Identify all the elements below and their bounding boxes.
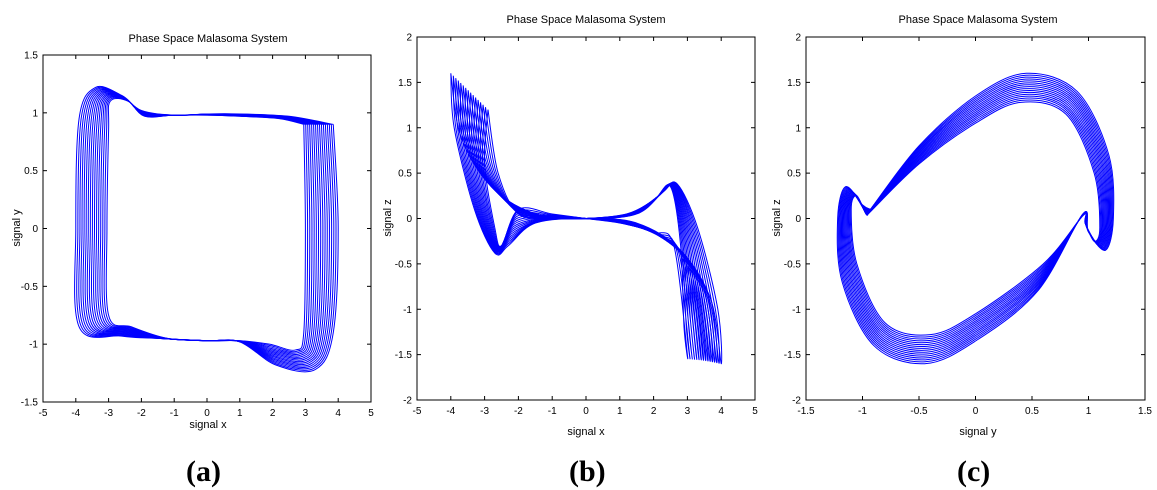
panel-c-xlabel: signal y xyxy=(959,426,997,438)
panel-c-ytick-label: -1.5 xyxy=(784,350,802,361)
panel-a-ytick-label: 0 xyxy=(32,224,38,235)
panel-c-ytick-label: 2 xyxy=(795,33,801,44)
panel-a-ytick-label: -1 xyxy=(29,340,38,351)
panel-b-ytick-label: -2 xyxy=(403,396,412,407)
panel-a-xtick-label: -3 xyxy=(104,408,113,419)
panel-b-ylabel: signal z xyxy=(382,199,394,236)
panel-a-title: Phase Space Malasoma System xyxy=(129,33,288,45)
panel-b-xtick-label: 3 xyxy=(685,406,691,417)
panel-b-ytick-label: 1.5 xyxy=(398,78,412,89)
panel-a-xlabel: signal x xyxy=(189,419,227,431)
panel-a-xtick-label: -1 xyxy=(170,408,179,419)
panel-c-plot-area: -1.5 -1 -0.5 0 0.5 1 1.5-2-1.5-1-0.500.511.52 xyxy=(784,33,1153,418)
panel-b-ytick-label: 0.5 xyxy=(398,169,412,180)
panel-b-trajectory xyxy=(450,73,723,365)
caption-c: (c) xyxy=(957,455,991,488)
panel-c-orbit-line xyxy=(836,72,1115,365)
panel-a-xtick-label: 4 xyxy=(335,408,341,419)
panel-b-plot-area: -5 -4 -3 -2 -1 0 1 2 3 4 5 -2 -1.5 -1 -0.5 0 0.5 1 1.5 2 xyxy=(395,33,758,418)
panel-c-ytick-label: 1.5 xyxy=(787,78,801,89)
panel-b-ytick-label: -1.5 xyxy=(395,350,413,361)
panel-a-ytick-label: 1 xyxy=(32,108,38,119)
panel-b-orbit-line xyxy=(450,73,723,365)
panel-a-ytick-label: -1.5 xyxy=(21,398,39,409)
panel-b-xtick-label: -5 xyxy=(413,406,422,417)
caption-b: (b) xyxy=(569,455,606,488)
panel-a-xtick-label: -4 xyxy=(71,408,80,419)
panel-c-xtick-label: -1.5 xyxy=(797,406,815,417)
panel-c-ytick-label: -2 xyxy=(792,396,801,407)
panel-a-orbit-line xyxy=(74,85,339,373)
panel-b-xtick-label: -4 xyxy=(446,406,455,417)
panel-b-xtick-label: 4 xyxy=(718,406,724,417)
panel-c-xtick-label: -1 xyxy=(858,406,867,417)
panel-a-ylabel: signal y xyxy=(11,209,23,247)
panel-c-xtick-label: 0 xyxy=(973,406,979,417)
panel-a-plot-area: -5 -4 -3 -2 -1 0 1 2 3 4 5 -1.5 -1 -0.5 0 0.5 1 1.5 xyxy=(21,51,374,420)
panel-c-trajectory xyxy=(836,72,1115,365)
panel-a-ytick-label: -0.5 xyxy=(21,282,39,293)
panel-c: Phase Space Malasoma System signal y sig… xyxy=(771,14,1152,438)
panel-a-xtick-label: 2 xyxy=(270,408,276,419)
panel-c-xtick-label: 1.5 xyxy=(1138,406,1152,417)
panel-a-xtick-label: 0 xyxy=(204,408,210,419)
panel-b-xtick-label: 1 xyxy=(617,406,623,417)
panel-b-xtick-label: -2 xyxy=(514,406,523,417)
panel-b: Phase Space Malasoma System signal x sig… xyxy=(382,14,758,438)
panel-b-title: Phase Space Malasoma System xyxy=(507,14,666,26)
panel-b-ytick-label: 0 xyxy=(406,214,412,225)
panel-c-xtick-label: 1 xyxy=(1086,406,1092,417)
caption-a: (a) xyxy=(186,455,221,488)
panel-c-ytick-label: -1 xyxy=(792,305,801,316)
panel-a-xtick-label: 5 xyxy=(368,408,374,419)
panel-a: Phase Space Malasoma System signal x sig… xyxy=(11,33,374,431)
panel-c-ytick-label: 0 xyxy=(795,214,801,225)
panel-a-xtick-label: 1 xyxy=(237,408,243,419)
panel-a-xtick-label: 3 xyxy=(303,408,309,419)
panel-b-ytick-label: 1 xyxy=(406,123,412,134)
panel-b-xtick-label: 5 xyxy=(752,406,758,417)
panel-b-ytick-label: -1 xyxy=(403,305,412,316)
panel-c-xtick-label: -0.5 xyxy=(910,406,928,417)
panel-a-xtick-label: -2 xyxy=(137,408,146,419)
panel-b-xtick-label: -1 xyxy=(548,406,557,417)
panel-c-xtick-label: 0.5 xyxy=(1025,406,1039,417)
panel-c-ytick-label: 0.5 xyxy=(787,169,801,180)
panel-c-ytick-label: -0.5 xyxy=(784,259,802,270)
panel-a-ytick-label: 1.5 xyxy=(24,51,38,62)
panel-c-ylabel: signal z xyxy=(771,199,783,236)
panel-c-ytick-label: 1 xyxy=(795,123,801,134)
panel-c-title: Phase Space Malasoma System xyxy=(899,14,1058,26)
panel-b-xtick-label: 0 xyxy=(583,406,589,417)
panel-b-xlabel: signal x xyxy=(567,426,605,438)
panel-b-ytick-label: 2 xyxy=(406,33,412,44)
panel-a-xtick-label: -5 xyxy=(39,408,48,419)
panel-b-xtick-label: -3 xyxy=(480,406,489,417)
panel-b-ytick-label: -0.5 xyxy=(395,259,413,270)
panel-a-ytick-label: 0.5 xyxy=(24,166,38,177)
panel-b-xtick-label: 2 xyxy=(651,406,657,417)
panel-c-axes-box xyxy=(805,36,1146,401)
panel-a-trajectory xyxy=(74,85,339,373)
